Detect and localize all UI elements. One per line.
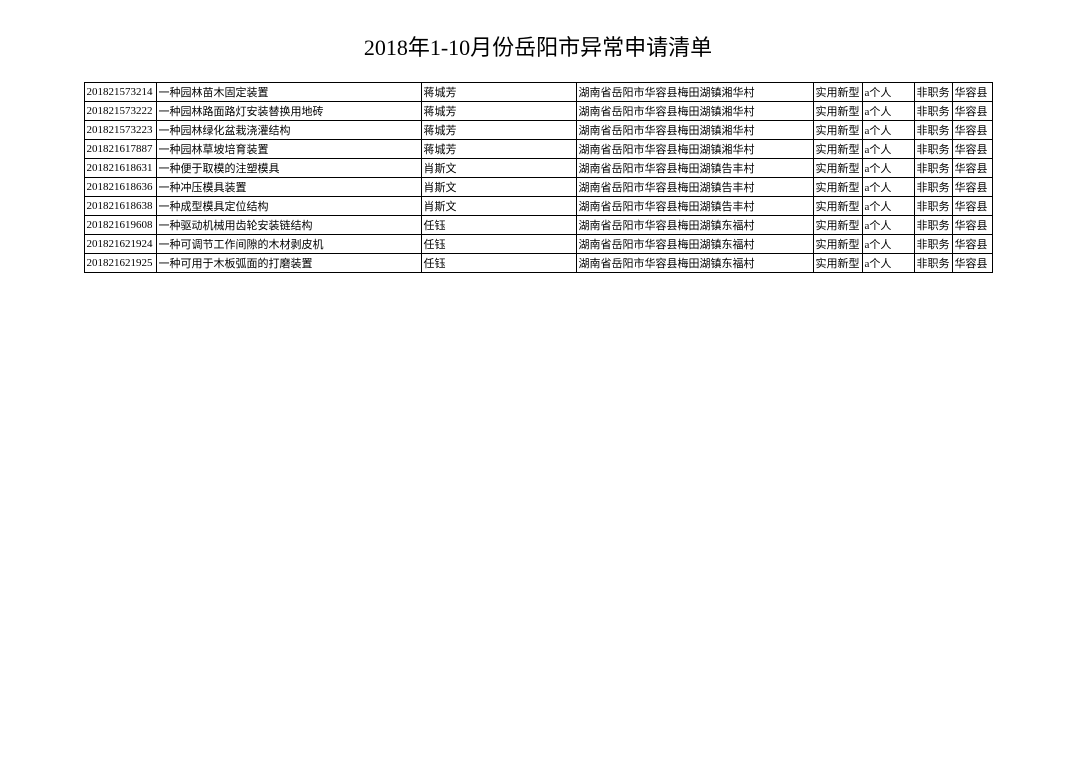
cell-service: 非职务 <box>914 178 952 197</box>
cell-name: 一种园林草坡培育装置 <box>156 140 421 159</box>
cell-address: 湖南省岳阳市华容县梅田湖镇告丰村 <box>576 159 813 178</box>
cell-name: 一种园林路面路灯安装替换用地砖 <box>156 102 421 121</box>
cell-county: 华容县 <box>952 178 992 197</box>
table-row: 201821621925一种可用于木板弧面的打磨装置任钰湖南省岳阳市华容县梅田湖… <box>84 254 992 273</box>
cell-id: 201821573214 <box>84 83 156 102</box>
cell-id: 201821573222 <box>84 102 156 121</box>
cell-applicant: 蒋城芳 <box>421 140 576 159</box>
cell-applicant: 任钰 <box>421 254 576 273</box>
cell-id: 201821573223 <box>84 121 156 140</box>
cell-county: 华容县 <box>952 216 992 235</box>
cell-id: 201821617887 <box>84 140 156 159</box>
cell-category: a个人 <box>862 121 914 140</box>
cell-applicant: 任钰 <box>421 235 576 254</box>
cell-applicant: 肖斯文 <box>421 197 576 216</box>
cell-county: 华容县 <box>952 159 992 178</box>
page-title: 2018年1-10月份岳阳市异常申请清单 <box>0 30 1076 62</box>
table-body: 201821573214一种园林苗木固定装置蒋城芳湖南省岳阳市华容县梅田湖镇湘华… <box>84 83 992 273</box>
cell-address: 湖南省岳阳市华容县梅田湖镇湘华村 <box>576 121 813 140</box>
cell-name: 一种可用于木板弧面的打磨装置 <box>156 254 421 273</box>
cell-category: a个人 <box>862 178 914 197</box>
cell-address: 湖南省岳阳市华容县梅田湖镇湘华村 <box>576 102 813 121</box>
table-row: 201821573223一种园林绿化盆栽浇灌结构蒋城芳湖南省岳阳市华容县梅田湖镇… <box>84 121 992 140</box>
cell-address: 湖南省岳阳市华容县梅田湖镇告丰村 <box>576 197 813 216</box>
cell-county: 华容县 <box>952 83 992 102</box>
cell-service: 非职务 <box>914 216 952 235</box>
table-row: 201821573222一种园林路面路灯安装替换用地砖蒋城芳湖南省岳阳市华容县梅… <box>84 102 992 121</box>
cell-county: 华容县 <box>952 254 992 273</box>
cell-address: 湖南省岳阳市华容县梅田湖镇东福村 <box>576 216 813 235</box>
cell-type: 实用新型 <box>813 159 862 178</box>
cell-id: 201821618631 <box>84 159 156 178</box>
cell-address: 湖南省岳阳市华容县梅田湖镇东福村 <box>576 235 813 254</box>
cell-service: 非职务 <box>914 159 952 178</box>
cell-id: 201821618636 <box>84 178 156 197</box>
cell-type: 实用新型 <box>813 216 862 235</box>
cell-category: a个人 <box>862 235 914 254</box>
table-row: 201821618636一种冲压模具装置肖斯文湖南省岳阳市华容县梅田湖镇告丰村实… <box>84 178 992 197</box>
cell-county: 华容县 <box>952 102 992 121</box>
cell-type: 实用新型 <box>813 102 862 121</box>
cell-category: a个人 <box>862 197 914 216</box>
table-row: 201821621924一种可调节工作间隙的木材剥皮机任钰湖南省岳阳市华容县梅田… <box>84 235 992 254</box>
table-row: 201821618631一种便于取模的注塑模具肖斯文湖南省岳阳市华容县梅田湖镇告… <box>84 159 992 178</box>
cell-applicant: 任钰 <box>421 216 576 235</box>
cell-id: 201821619608 <box>84 216 156 235</box>
table-row: 201821618638一种成型模具定位结构肖斯文湖南省岳阳市华容县梅田湖镇告丰… <box>84 197 992 216</box>
cell-applicant: 肖斯文 <box>421 178 576 197</box>
cell-county: 华容县 <box>952 121 992 140</box>
cell-service: 非职务 <box>914 121 952 140</box>
cell-service: 非职务 <box>914 197 952 216</box>
cell-service: 非职务 <box>914 235 952 254</box>
cell-type: 实用新型 <box>813 254 862 273</box>
cell-category: a个人 <box>862 83 914 102</box>
cell-applicant: 蒋城芳 <box>421 102 576 121</box>
cell-category: a个人 <box>862 254 914 273</box>
table-row: 201821573214一种园林苗木固定装置蒋城芳湖南省岳阳市华容县梅田湖镇湘华… <box>84 83 992 102</box>
cell-name: 一种驱动机械用齿轮安装链结构 <box>156 216 421 235</box>
cell-id: 201821621924 <box>84 235 156 254</box>
cell-type: 实用新型 <box>813 83 862 102</box>
cell-name: 一种可调节工作间隙的木材剥皮机 <box>156 235 421 254</box>
cell-category: a个人 <box>862 102 914 121</box>
cell-type: 实用新型 <box>813 197 862 216</box>
cell-name: 一种便于取模的注塑模具 <box>156 159 421 178</box>
cell-category: a个人 <box>862 140 914 159</box>
cell-address: 湖南省岳阳市华容县梅田湖镇湘华村 <box>576 83 813 102</box>
cell-applicant: 肖斯文 <box>421 159 576 178</box>
cell-county: 华容县 <box>952 140 992 159</box>
cell-type: 实用新型 <box>813 235 862 254</box>
cell-category: a个人 <box>862 159 914 178</box>
cell-name: 一种园林绿化盆栽浇灌结构 <box>156 121 421 140</box>
cell-name: 一种冲压模具装置 <box>156 178 421 197</box>
cell-category: a个人 <box>862 216 914 235</box>
cell-service: 非职务 <box>914 102 952 121</box>
cell-id: 201821621925 <box>84 254 156 273</box>
cell-address: 湖南省岳阳市华容县梅田湖镇告丰村 <box>576 178 813 197</box>
cell-applicant: 蒋城芳 <box>421 83 576 102</box>
cell-applicant: 蒋城芳 <box>421 121 576 140</box>
cell-type: 实用新型 <box>813 121 862 140</box>
cell-type: 实用新型 <box>813 178 862 197</box>
cell-service: 非职务 <box>914 140 952 159</box>
abnormal-application-table: 201821573214一种园林苗木固定装置蒋城芳湖南省岳阳市华容县梅田湖镇湘华… <box>84 82 993 273</box>
cell-county: 华容县 <box>952 235 992 254</box>
cell-type: 实用新型 <box>813 140 862 159</box>
cell-address: 湖南省岳阳市华容县梅田湖镇东福村 <box>576 254 813 273</box>
cell-service: 非职务 <box>914 83 952 102</box>
cell-address: 湖南省岳阳市华容县梅田湖镇湘华村 <box>576 140 813 159</box>
cell-service: 非职务 <box>914 254 952 273</box>
table-row: 201821617887一种园林草坡培育装置蒋城芳湖南省岳阳市华容县梅田湖镇湘华… <box>84 140 992 159</box>
cell-name: 一种成型模具定位结构 <box>156 197 421 216</box>
cell-id: 201821618638 <box>84 197 156 216</box>
cell-name: 一种园林苗木固定装置 <box>156 83 421 102</box>
table-row: 201821619608一种驱动机械用齿轮安装链结构任钰湖南省岳阳市华容县梅田湖… <box>84 216 992 235</box>
cell-county: 华容县 <box>952 197 992 216</box>
